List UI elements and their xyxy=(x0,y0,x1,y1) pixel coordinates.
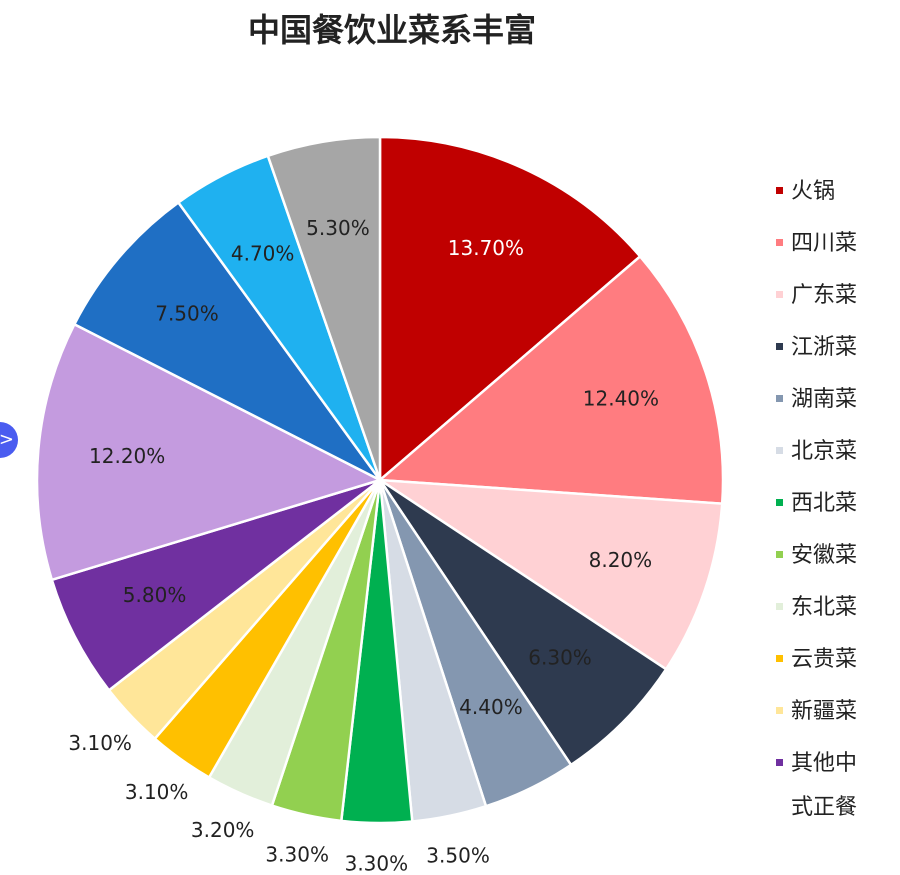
legend: 火锅四川菜广东菜江浙菜湖南菜北京菜西北菜安徽菜东北菜云贵菜新疆菜其他中式正餐 xyxy=(776,170,866,820)
legend-marker xyxy=(776,447,783,454)
legend-label: 西北菜 xyxy=(791,491,858,516)
legend-label: 广东菜 xyxy=(791,283,858,308)
legend-item: 东北菜 xyxy=(776,586,866,638)
data-label: 3.30% xyxy=(265,842,329,866)
legend-item: 新疆菜 xyxy=(776,690,866,742)
legend-marker xyxy=(776,551,783,558)
next-button[interactable]: > xyxy=(0,422,18,458)
chart-title: 中国餐饮业菜系丰富 xyxy=(248,11,536,49)
legend-marker xyxy=(776,603,783,610)
data-label: 5.80% xyxy=(123,583,187,607)
slice xyxy=(378,478,668,767)
legend-marker xyxy=(776,759,783,766)
legend-label: 江浙菜 xyxy=(791,335,858,360)
legend-label: 云贵菜 xyxy=(791,647,858,672)
data-label: 12.40% xyxy=(583,387,659,411)
legend-label: 四川菜 xyxy=(791,231,858,256)
slice xyxy=(72,200,382,482)
legend-marker xyxy=(776,239,783,246)
pie: 13.70% 12.40% 8.20% 6.30% 4.40% 3.50% 3.30% 3.3… xyxy=(35,135,725,875)
legend-marker xyxy=(776,707,783,714)
legend-label: 安徽菜 xyxy=(791,543,858,568)
legend-marker xyxy=(776,395,783,402)
data-label: 3.50% xyxy=(426,844,490,868)
data-label: 3.10% xyxy=(68,731,132,755)
data-label: 8.20% xyxy=(589,548,653,572)
legend-marker xyxy=(776,655,783,662)
legend-label: 湖南菜 xyxy=(791,387,858,412)
data-label: 3.30% xyxy=(345,851,409,875)
legend-label: 其他中式正餐 xyxy=(791,751,858,820)
legend-label: 火锅 xyxy=(791,179,836,204)
legend-marker xyxy=(776,291,783,298)
data-label: 13.70% xyxy=(448,236,524,260)
slice xyxy=(50,478,381,692)
slice xyxy=(35,322,384,582)
data-label: 7.50% xyxy=(155,302,219,326)
data-label: 12.20% xyxy=(89,444,165,468)
legend-label: 北京菜 xyxy=(791,439,858,464)
data-label: 3.10% xyxy=(125,780,189,804)
legend-item: 江浙菜 xyxy=(776,326,866,378)
legend-marker xyxy=(776,187,783,194)
legend-item: 四川菜 xyxy=(776,222,866,274)
slice xyxy=(376,254,725,506)
slice xyxy=(378,135,642,483)
legend-item: 其他中式正餐 xyxy=(776,742,866,820)
legend-label: 东北菜 xyxy=(791,595,858,620)
legend-item: 西北菜 xyxy=(776,482,866,534)
data-label: 3.20% xyxy=(191,818,255,842)
legend-item: 湖南菜 xyxy=(776,378,866,430)
slice xyxy=(266,135,382,481)
legend-item: 北京菜 xyxy=(776,430,866,482)
legend-label: 新疆菜 xyxy=(791,699,858,724)
legend-item: 火锅 xyxy=(776,170,866,222)
slice xyxy=(375,478,724,671)
data-label: 4.40% xyxy=(459,695,523,719)
legend-item: 安徽菜 xyxy=(776,534,866,586)
data-label: 4.70% xyxy=(231,241,295,265)
legend-marker xyxy=(776,499,783,506)
legend-marker xyxy=(776,343,783,350)
data-label: 6.30% xyxy=(528,645,592,669)
legend-item: 广东菜 xyxy=(776,274,866,326)
legend-item: 云贵菜 xyxy=(776,638,866,690)
data-label: 5.30% xyxy=(306,216,370,240)
